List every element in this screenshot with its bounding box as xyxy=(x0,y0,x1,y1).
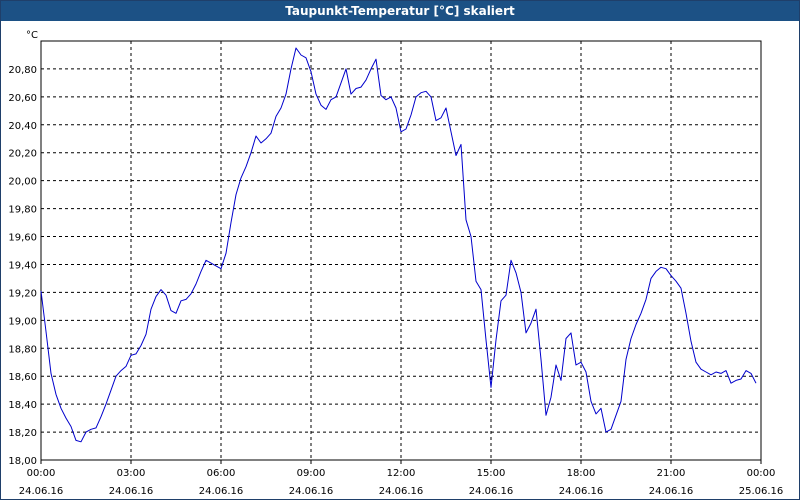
y-tick-label: 20,80 xyxy=(8,65,37,76)
x-tick-date: 24.06.16 xyxy=(289,486,334,497)
x-tick-date: 24.06.16 xyxy=(109,486,154,497)
x-tick-date: 24.06.16 xyxy=(19,486,64,497)
x-tick-date: 24.06.16 xyxy=(199,486,244,497)
chart-area: 18,00 18,20 18,40 18,60 18,80 19,00 19,20 19,40… xyxy=(1,21,799,499)
x-tick-time: 00:00 xyxy=(747,468,776,479)
x-tick-date: 25.06.16 xyxy=(739,486,784,497)
y-tick-label: 18,00 xyxy=(8,456,37,467)
y-tick-label: 19,40 xyxy=(8,260,37,271)
y-tick-label: 20,20 xyxy=(8,149,37,160)
y-tick-label: 19,00 xyxy=(8,316,37,327)
x-tick-date: 24.06.16 xyxy=(469,486,514,497)
x-tick-time: 18:00 xyxy=(567,468,596,479)
y-tick-label: 19,60 xyxy=(8,233,37,244)
y-tick-label: 18,20 xyxy=(8,428,37,439)
x-axis-ticks: 00:00 24.06.16 03:00 24.06.16 06:00 24.06.16 0… xyxy=(19,460,784,497)
x-tick-date: 24.06.16 xyxy=(559,486,604,497)
y-tick-label: 19,80 xyxy=(8,205,37,216)
y-tick-label: 20,40 xyxy=(8,121,37,132)
y-tick-label: 18,60 xyxy=(8,372,37,383)
x-tick-time: 15:00 xyxy=(477,468,506,479)
x-tick-time: 12:00 xyxy=(387,468,416,479)
dewpoint-line-chart: 18,00 18,20 18,40 18,60 18,80 19,00 19,20 19,40… xyxy=(8,30,784,497)
y-tick-label: 20,00 xyxy=(8,177,37,188)
y-tick-label: 18,40 xyxy=(8,400,37,411)
x-tick-time: 06:00 xyxy=(207,468,236,479)
y-axis-ticks: 18,00 18,20 18,40 18,60 18,80 19,00 19,20 19,40… xyxy=(8,65,37,467)
y-tick-label: 19,20 xyxy=(8,288,37,299)
x-tick-time: 00:00 xyxy=(27,468,56,479)
x-tick-time: 03:00 xyxy=(117,468,146,479)
window-title: Taupunkt-Temperatur [°C] skaliert xyxy=(1,1,799,21)
x-tick-time: 09:00 xyxy=(297,468,326,479)
x-tick-date: 24.06.16 xyxy=(379,486,424,497)
y-tick-label: 18,80 xyxy=(8,344,37,355)
dewpoint-series-line xyxy=(40,47,757,443)
grid-lines xyxy=(41,41,761,460)
y-tick-label: 20,60 xyxy=(8,93,37,104)
series-layer xyxy=(40,47,757,443)
y-axis-unit-label: °C xyxy=(26,30,38,41)
x-tick-date: 24.06.16 xyxy=(649,486,694,497)
x-tick-time: 21:00 xyxy=(657,468,686,479)
